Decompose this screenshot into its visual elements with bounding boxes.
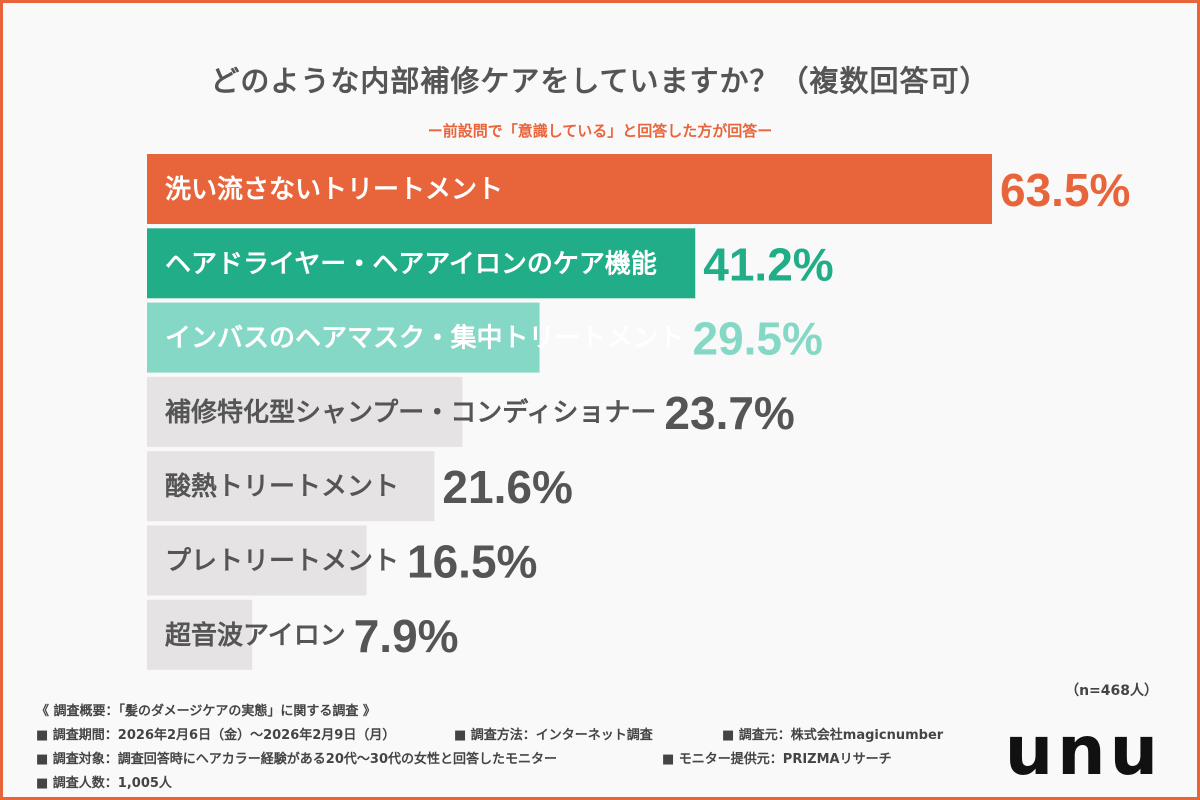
survey-period: ■ 調査期間：2026年2月6日（金）〜2026年2月9日（月） bbox=[36, 728, 396, 743]
survey-target: ■ 調査対象：調査回答時にヘアカラー経験がある20代〜30代の女性と回答したモニ… bbox=[36, 752, 557, 767]
bar-chart: 洗い流さないトリートメントヘアドライヤー・ヘアアイロンのケア機能インバスのヘアマ… bbox=[147, 154, 1130, 670]
bar-label-2: ヘアドライヤー・ヘアアイロンのケア機能 bbox=[165, 248, 657, 279]
chart-subtitle: ー前設問で「意識している」と回答した方が回答ー bbox=[427, 122, 773, 140]
value-label-7: 7.9% bbox=[354, 610, 459, 662]
bar-7 bbox=[147, 599, 253, 670]
bar-label-1: 洗い流さないトリートメント bbox=[165, 175, 503, 205]
survey-overview: 《 調査概要：「髪のダメージケアの実態」に関する調査 》 bbox=[36, 704, 376, 719]
bar-label-3: インバスのヘアマスク・集中トリートメント bbox=[165, 323, 684, 354]
sample-size: （n=468人） bbox=[1065, 683, 1158, 699]
bar-1 bbox=[147, 154, 992, 224]
value-label-5: 21.6% bbox=[442, 461, 572, 513]
bar-3 bbox=[147, 302, 540, 373]
value-label-6: 16.5% bbox=[407, 536, 537, 588]
value-label-1: 63.5% bbox=[1000, 164, 1130, 216]
bar-4 bbox=[147, 376, 463, 447]
brand-logo: unu bbox=[1004, 712, 1162, 791]
bar-label-7: 超音波アイロン bbox=[165, 620, 346, 651]
bar-5 bbox=[147, 451, 435, 522]
chart-title: どのような内部補修ケアをしていますか？（複数回答可） bbox=[210, 64, 990, 98]
bar-label-5: 酸熱トリートメント bbox=[165, 472, 399, 502]
survey-count: ■ 調査人数：1,005人 bbox=[36, 776, 172, 791]
bar-2 bbox=[147, 228, 696, 299]
bar-label-6: プレトリートメント bbox=[165, 547, 399, 577]
survey-method: ■ 調査方法：インターネット調査 bbox=[454, 728, 653, 743]
value-label-2: 41.2% bbox=[703, 238, 833, 290]
monitor-provider: ■ モニター提供元：PRIZMAリサーチ bbox=[662, 752, 892, 767]
bar-6 bbox=[147, 525, 367, 596]
survey-source: ■ 調査元：株式会社magicnumber bbox=[722, 728, 944, 743]
survey-notes: 《 調査概要：「髪のダメージケアの実態」に関する調査 》 ■ 調査期間：2026… bbox=[36, 700, 943, 796]
value-label-3: 29.5% bbox=[692, 313, 822, 365]
value-label-4: 23.7% bbox=[664, 387, 794, 439]
bar-label-4: 補修特化型シャンプー・コンディショナー bbox=[164, 397, 656, 428]
